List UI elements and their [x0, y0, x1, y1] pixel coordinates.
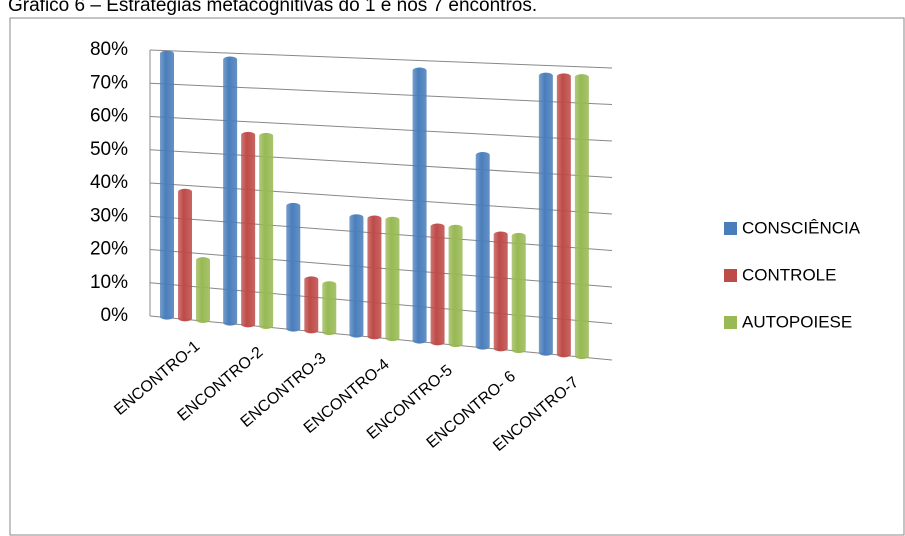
bar: [412, 67, 427, 344]
y-tick-label: 20%: [90, 239, 128, 260]
bar: [556, 73, 571, 358]
bar: [160, 50, 174, 320]
y-tick-label: 70%: [90, 72, 128, 93]
bar: [493, 231, 508, 352]
y-tick-label: 80%: [90, 39, 128, 60]
bar: [538, 72, 553, 356]
y-tick-label: 40%: [90, 172, 128, 193]
legend-label: AUTOPOIESE: [742, 312, 852, 331]
bar: [178, 188, 192, 322]
bar: [304, 276, 319, 334]
legend-swatch: [724, 316, 737, 329]
grid-line: [149, 49, 613, 69]
bar: [511, 232, 526, 354]
legend-label: CONTROLE: [742, 265, 836, 284]
y-tick-label: 0%: [101, 305, 129, 326]
legend-swatch: [724, 269, 737, 282]
bar: [385, 216, 400, 342]
bar: [196, 257, 210, 324]
bar: [574, 74, 589, 360]
bar: [223, 56, 238, 326]
bar: [259, 132, 274, 330]
bar: [322, 281, 337, 336]
bar: [430, 223, 445, 346]
y-tick-label: 30%: [90, 205, 128, 226]
bar: [241, 131, 256, 328]
bar: [367, 215, 382, 340]
bar: [349, 214, 364, 338]
y-tick-label: 60%: [90, 106, 128, 127]
bar: [286, 202, 301, 332]
y-tick-label: 10%: [90, 272, 128, 293]
legend-swatch: [724, 222, 737, 235]
bar: [448, 224, 463, 348]
bar: [475, 151, 490, 350]
y-tick-label: 50%: [90, 139, 128, 160]
legend-label: CONSCIÊNCIA: [742, 218, 861, 237]
chart-title: Gráfico 6 – Estratégias metacognitivas d…: [8, 0, 537, 16]
